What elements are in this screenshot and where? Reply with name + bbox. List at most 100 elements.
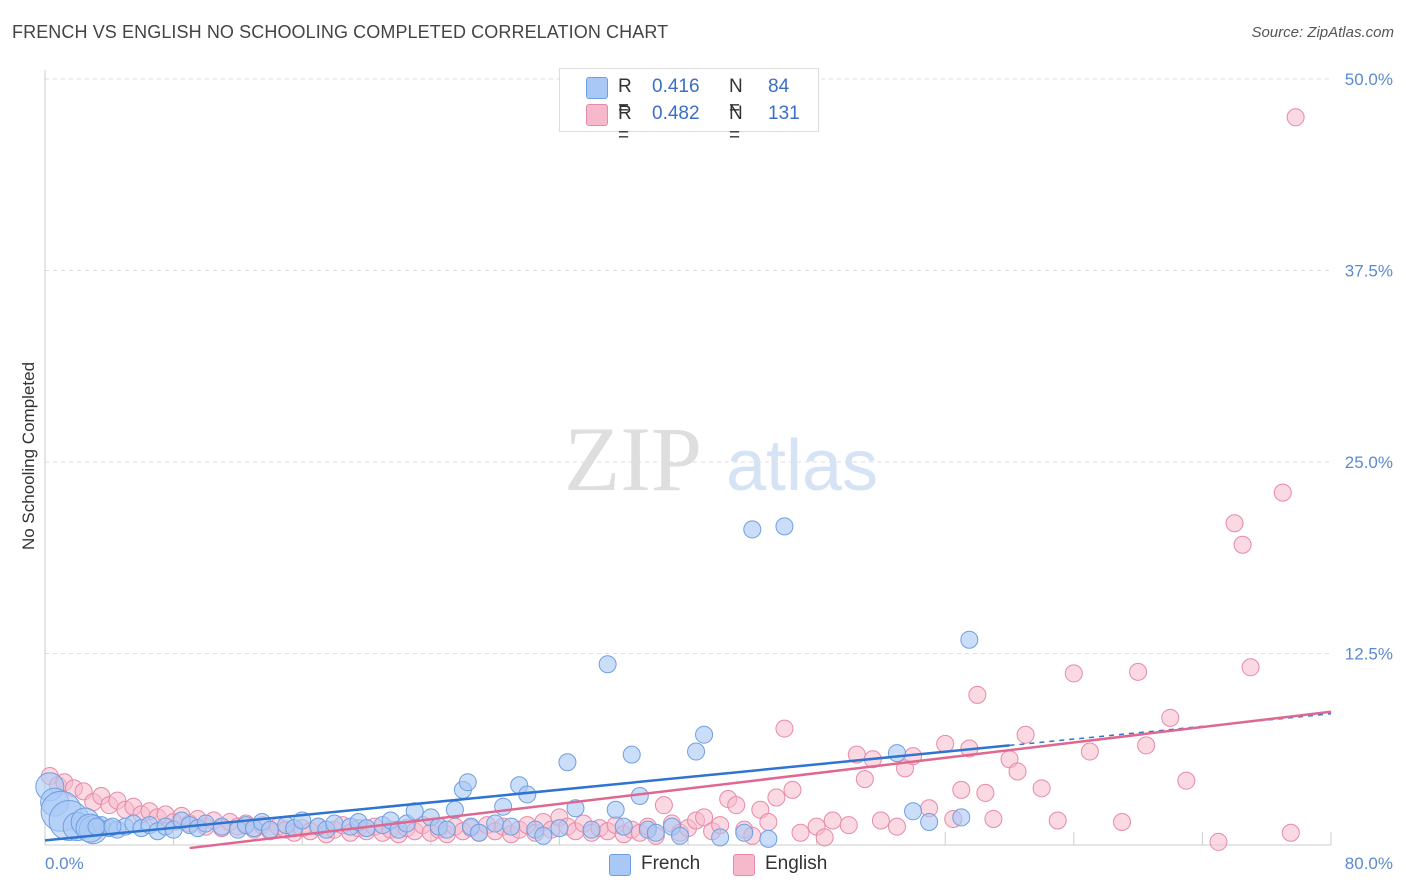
english-point xyxy=(783,780,802,799)
gridlines xyxy=(45,78,1331,654)
french-point xyxy=(261,820,280,839)
english-point xyxy=(936,734,955,753)
legend-stats: R = 0.416 N = 84 R = 0.482 N = 131 xyxy=(559,68,819,146)
french-point xyxy=(558,753,577,772)
english-point xyxy=(1137,736,1156,755)
french-point xyxy=(904,802,923,821)
source-label: Source: ZipAtlas.com xyxy=(1251,24,1394,41)
english-point xyxy=(839,816,858,835)
french-point xyxy=(534,826,553,845)
french-point xyxy=(582,820,601,839)
french-legend-swatch xyxy=(609,854,631,876)
french-point xyxy=(212,817,231,836)
n-label: N = xyxy=(729,103,743,146)
english-point xyxy=(871,811,890,830)
french-point xyxy=(687,742,706,761)
english-point xyxy=(952,780,971,799)
english-point xyxy=(887,817,906,836)
r-label: R = xyxy=(618,76,632,119)
french-point xyxy=(775,517,794,536)
y-tick-label: 50.0% xyxy=(1345,70,1393,89)
english-point xyxy=(695,808,714,827)
english-n-value: 131 xyxy=(768,103,800,124)
english-point xyxy=(823,811,842,830)
french-trendline xyxy=(44,744,1010,842)
french-point xyxy=(566,799,585,818)
english-point xyxy=(1113,813,1132,832)
french-point xyxy=(606,800,625,819)
english-point xyxy=(767,788,786,807)
french-point xyxy=(103,817,122,836)
english-point xyxy=(1129,662,1148,681)
french-n-value: 84 xyxy=(768,76,790,97)
english-point xyxy=(1273,483,1292,502)
french-point xyxy=(614,817,633,836)
english-point xyxy=(1241,658,1260,677)
watermark-atlas: atlas xyxy=(726,426,878,506)
english-legend-label: English xyxy=(765,853,828,874)
english-point xyxy=(1281,823,1300,842)
french-point xyxy=(711,828,730,847)
english-trendline xyxy=(189,710,1332,850)
watermark-zip: ZIP xyxy=(564,408,702,510)
french-point xyxy=(622,745,641,764)
french-point xyxy=(486,814,505,833)
y-tick-label: 37.5% xyxy=(1345,262,1393,281)
y-tick-label: 12.5% xyxy=(1345,645,1393,664)
french-point xyxy=(887,744,906,763)
english-point xyxy=(1032,779,1051,798)
french-swatch xyxy=(586,77,608,99)
chart-title: FRENCH VS ENGLISH NO SCHOOLING COMPLETED… xyxy=(12,22,669,42)
english-point xyxy=(1064,664,1083,683)
english-point xyxy=(1008,762,1027,781)
french-point xyxy=(960,630,979,649)
french-point xyxy=(743,520,762,539)
french-point xyxy=(759,829,778,848)
english-point xyxy=(759,813,778,832)
french-point xyxy=(695,725,714,744)
english-point xyxy=(855,770,874,789)
french-point xyxy=(952,808,971,827)
french-point xyxy=(598,655,617,674)
french-point xyxy=(670,826,689,845)
r-label: R = xyxy=(618,103,632,146)
french-point xyxy=(920,813,939,832)
english-point xyxy=(1233,535,1252,554)
english-point xyxy=(727,796,746,815)
y-tick-labels: 12.5% 25.0% 37.5% 50.0% xyxy=(1345,70,1393,664)
french-points xyxy=(35,517,979,848)
english-point xyxy=(1161,708,1180,727)
x-tick-label-max: 80.0% xyxy=(1345,854,1393,873)
english-point xyxy=(791,823,810,842)
french-point xyxy=(87,817,106,836)
n-label: N = xyxy=(729,76,743,119)
trendlines xyxy=(44,710,1332,850)
english-point xyxy=(976,783,995,802)
english-point xyxy=(815,828,834,847)
french-r-value: 0.416 xyxy=(652,76,700,97)
x-tick-label-min: 0.0% xyxy=(45,854,84,873)
english-swatch xyxy=(586,104,608,126)
french-point xyxy=(494,797,513,816)
french-point xyxy=(502,817,521,836)
english-point xyxy=(1286,108,1305,127)
french-point xyxy=(458,773,477,792)
english-point xyxy=(775,719,794,738)
french-trendline-extension xyxy=(1009,713,1332,747)
english-point xyxy=(1016,725,1035,744)
english-point xyxy=(1080,742,1099,761)
english-point xyxy=(654,796,673,815)
english-point xyxy=(1225,514,1244,533)
english-point xyxy=(1048,811,1067,830)
french-point xyxy=(437,820,456,839)
french-point xyxy=(550,819,569,838)
english-point xyxy=(1209,832,1228,851)
y-axis-title: No Schooling Completed xyxy=(19,362,38,550)
english-point xyxy=(1177,771,1196,790)
english-point xyxy=(984,809,1003,828)
y-tick-label: 25.0% xyxy=(1345,453,1393,472)
french-point xyxy=(470,823,489,842)
french-point xyxy=(735,823,754,842)
watermark: ZIP atlas xyxy=(564,408,878,510)
